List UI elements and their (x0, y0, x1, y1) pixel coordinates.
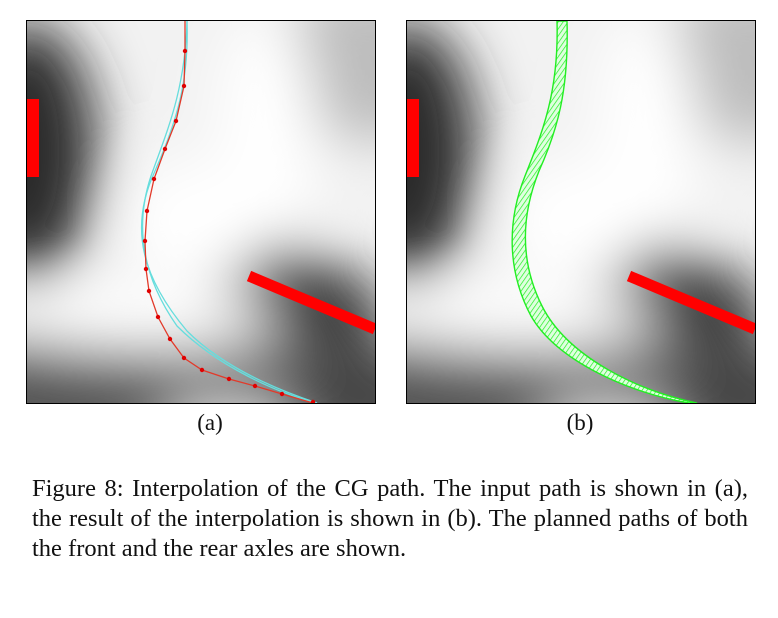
obstacle-diagonal (246, 270, 375, 335)
interpolated-path-band (511, 21, 698, 403)
panel-a (26, 20, 376, 404)
panel-b (406, 20, 756, 404)
obstacle-diagonal (626, 270, 755, 335)
panel-b-label: (b) (566, 410, 594, 435)
input-path-nodes (142, 48, 316, 403)
panel-a-label: (a) (197, 410, 223, 435)
distance-field-shading (27, 21, 375, 403)
panel-a-figure (27, 21, 375, 403)
input-path (144, 21, 314, 403)
panel-b-figure (407, 21, 755, 403)
obstacle-left (27, 99, 39, 177)
figure-caption: Figure 8: Interpolation of the CG path. … (32, 475, 748, 562)
obstacle-left (407, 99, 419, 177)
